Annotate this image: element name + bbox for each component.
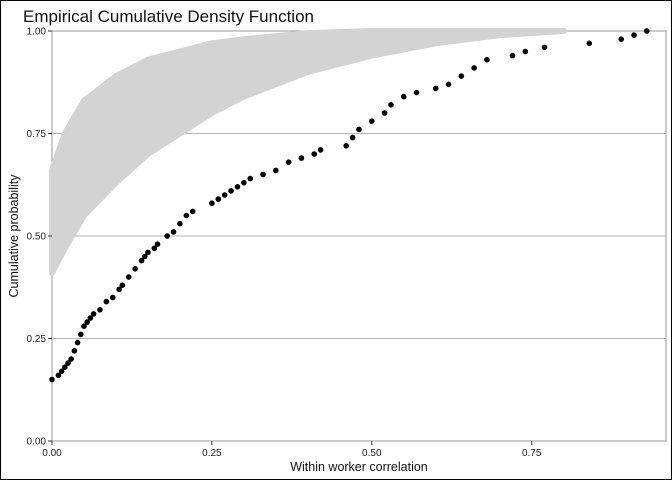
data-point [145,249,151,256]
data-point [125,274,132,280]
x-tick-label: 0.50 [362,448,382,459]
y-axis-title: Cumulative probability [7,174,21,298]
data-point [84,319,90,325]
data-point [141,253,148,260]
x-tick-label: 0.75 [522,448,542,459]
data-point [368,118,375,124]
data-point [183,212,190,219]
data-point [138,257,145,264]
data-point [458,73,465,79]
data-point [413,89,420,96]
data-point [343,143,350,149]
data-point [164,233,170,239]
data-point [116,286,122,293]
x-axis-title: Within worker correlation [290,460,428,474]
data-point [68,356,74,362]
data-point [65,360,71,366]
data-point [484,56,490,63]
y-axis-ticks: 0.00 0.25 0.50 0.75 1.00 [27,27,52,448]
data-point [618,36,625,42]
data-point [471,65,477,71]
data-point [103,298,110,305]
data-point [311,151,318,157]
data-point [81,323,87,330]
data-point [55,372,62,379]
data-point [298,155,305,161]
data-point [644,28,650,34]
data-point [445,81,452,88]
data-point [631,32,637,38]
y-tick-label: 0.75 [27,129,47,140]
simulated-ecdf-band [49,28,567,276]
data-point [71,348,78,354]
data-point [58,368,65,375]
data-point [522,48,529,55]
data-point [49,376,55,383]
data-point [381,110,388,116]
plot-area [49,28,667,442]
data-point [432,85,439,92]
data-point [132,266,138,272]
data-point [285,159,292,165]
data-point [273,167,279,174]
data-point [215,196,222,202]
data-point [586,40,593,47]
data-point [541,44,548,51]
data-point [356,126,362,133]
y-tick-label: 0.25 [27,334,47,345]
chart-title: Empirical Cumulative Density Function [23,7,314,26]
y-tick-label: 0.50 [27,232,47,243]
data-point [74,339,81,346]
observed-points [49,28,650,383]
x-axis-ticks: 0.00 0.25 0.50 0.75 [42,441,542,459]
x-tick-label: 0.25 [202,448,222,459]
data-point [241,179,247,186]
data-point [209,200,215,206]
data-point [97,307,103,313]
y-tick-label: 1.00 [27,27,47,38]
data-point [170,229,177,235]
data-point [247,175,254,182]
data-point [87,315,94,321]
data-point [400,93,407,100]
data-point [317,147,324,153]
data-point [151,245,158,252]
data-point [61,364,68,371]
x-tick-label: 0.00 [42,448,62,459]
data-point [260,171,266,178]
data-point [189,208,196,215]
data-point [119,282,126,289]
data-point [90,311,97,317]
y-tick-label: 0.00 [27,437,47,448]
data-point [221,192,228,198]
data-point [77,331,84,338]
data-point [388,102,394,108]
data-point [177,220,183,227]
data-point [109,294,116,301]
data-point [154,241,161,247]
data-point [509,52,516,59]
data-point [349,134,356,141]
data-point [234,184,241,190]
data-point [228,188,234,194]
